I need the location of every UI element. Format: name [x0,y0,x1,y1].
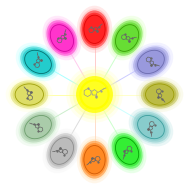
Ellipse shape [110,18,144,58]
Ellipse shape [20,112,56,143]
Ellipse shape [108,16,146,60]
Ellipse shape [45,18,79,58]
Ellipse shape [135,48,167,76]
Ellipse shape [82,13,107,46]
Ellipse shape [84,15,105,43]
Circle shape [70,70,119,119]
Ellipse shape [133,112,169,143]
Ellipse shape [25,115,51,139]
Ellipse shape [79,9,110,50]
Ellipse shape [22,48,54,76]
Ellipse shape [77,6,112,53]
Circle shape [79,79,110,110]
Ellipse shape [25,50,51,74]
Ellipse shape [18,110,58,144]
Ellipse shape [112,20,143,56]
Ellipse shape [129,108,173,146]
Ellipse shape [115,25,139,51]
Ellipse shape [48,135,76,167]
Ellipse shape [84,146,105,174]
Circle shape [73,73,116,116]
Ellipse shape [136,77,183,112]
Ellipse shape [16,43,60,81]
Ellipse shape [10,80,48,109]
Ellipse shape [13,82,46,107]
Ellipse shape [113,135,141,167]
Ellipse shape [108,129,146,173]
Ellipse shape [15,84,43,105]
Ellipse shape [43,129,81,173]
Ellipse shape [133,46,169,77]
Circle shape [81,81,108,108]
Ellipse shape [20,46,56,77]
Ellipse shape [45,131,79,171]
Ellipse shape [18,45,58,79]
Ellipse shape [139,79,180,110]
Ellipse shape [129,43,173,81]
Ellipse shape [48,22,76,54]
Ellipse shape [43,16,81,60]
Ellipse shape [115,138,139,164]
Ellipse shape [79,139,110,180]
Ellipse shape [131,45,171,79]
Circle shape [66,66,123,123]
Ellipse shape [46,20,77,56]
Ellipse shape [50,25,74,51]
Ellipse shape [112,133,143,169]
Ellipse shape [146,84,174,105]
Ellipse shape [6,77,53,112]
Ellipse shape [80,141,109,179]
Ellipse shape [80,10,109,48]
Ellipse shape [50,138,74,164]
Ellipse shape [46,133,77,169]
Ellipse shape [110,131,144,171]
Ellipse shape [82,143,107,176]
Ellipse shape [138,115,164,139]
Ellipse shape [113,22,141,54]
Ellipse shape [138,50,164,74]
Ellipse shape [22,113,54,141]
Ellipse shape [16,108,60,146]
Circle shape [76,76,113,113]
Ellipse shape [131,110,171,144]
Ellipse shape [141,80,179,109]
Ellipse shape [77,136,112,183]
Ellipse shape [143,82,176,107]
Ellipse shape [9,79,50,110]
Ellipse shape [135,113,167,141]
